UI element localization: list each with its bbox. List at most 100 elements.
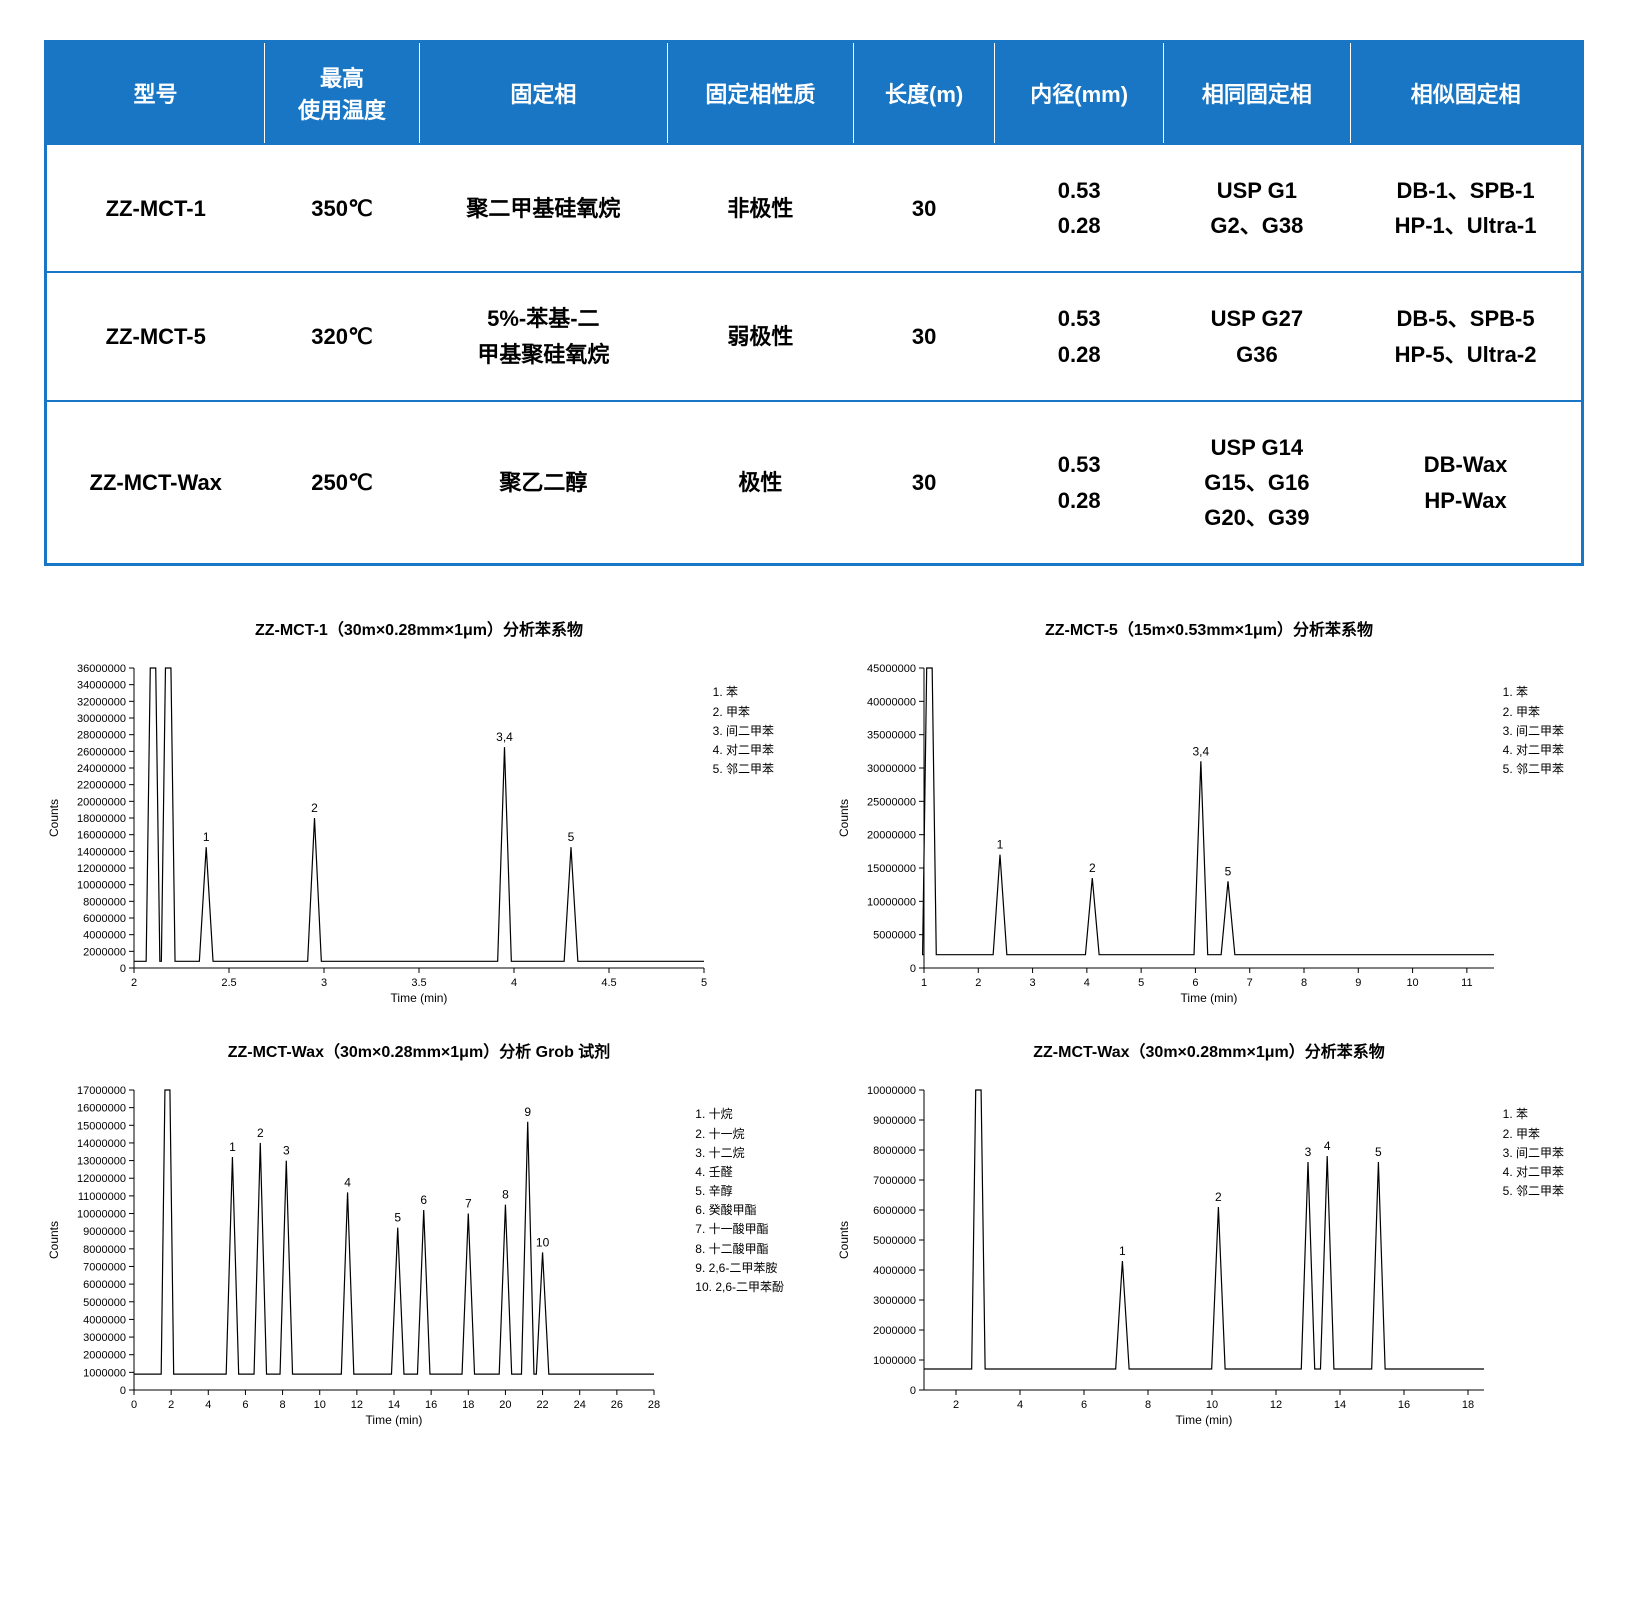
svg-text:5000000: 5000000 — [83, 1297, 126, 1309]
svg-text:8: 8 — [280, 1399, 286, 1411]
cell-length: 30 — [854, 272, 995, 400]
svg-text:24000000: 24000000 — [77, 763, 126, 775]
svg-text:14: 14 — [1334, 1399, 1346, 1411]
svg-text:16: 16 — [1398, 1399, 1410, 1411]
svg-text:17000000: 17000000 — [77, 1085, 126, 1097]
svg-text:10: 10 — [1206, 1399, 1218, 1411]
col-header-3: 固定相性质 — [667, 42, 853, 145]
svg-text:0: 0 — [131, 1399, 137, 1411]
chart-0: ZZ-MCT-1（30m×0.28mm×1μm）分析苯系物02000000400… — [44, 616, 794, 1008]
cell-length: 30 — [854, 401, 995, 565]
svg-text:3000000: 3000000 — [873, 1295, 916, 1307]
peak-label: 2 — [257, 1126, 264, 1140]
svg-text:0: 0 — [910, 963, 916, 975]
peak-label: 3 — [1305, 1145, 1312, 1159]
svg-text:6: 6 — [242, 1399, 248, 1411]
legend: 1. 苯2. 甲苯3. 间二甲苯4. 对二甲苯5. 邻二甲苯 — [713, 683, 774, 779]
svg-text:2: 2 — [131, 977, 137, 989]
cell-model: ZZ-MCT-Wax — [46, 401, 265, 565]
legend-item: 4. 对二甲苯 — [713, 741, 774, 760]
cell-similar: DB-5、SPB-5HP-5、Ultra-2 — [1350, 272, 1582, 400]
svg-text:9: 9 — [1355, 977, 1361, 989]
spec-table: 型号最高使用温度固定相固定相性质长度(m)内径(mm)相同固定相相似固定相 ZZ… — [44, 40, 1584, 566]
svg-text:25000000: 25000000 — [867, 797, 916, 809]
legend-item: 1. 苯 — [1503, 1105, 1564, 1124]
chart-title: ZZ-MCT-Wax（30m×0.28mm×1μm）分析苯系物 — [834, 1038, 1584, 1062]
svg-text:34000000: 34000000 — [77, 680, 126, 692]
legend-item: 3. 间二甲苯 — [1503, 1144, 1564, 1163]
cell-similar: DB-WaxHP-Wax — [1350, 401, 1582, 565]
svg-text:16000000: 16000000 — [77, 1103, 126, 1115]
svg-text:7: 7 — [1247, 977, 1253, 989]
svg-text:2: 2 — [975, 977, 981, 989]
chart-3: ZZ-MCT-Wax（30m×0.28mm×1μm）分析苯系物010000002… — [834, 1038, 1584, 1430]
cell-polarity: 极性 — [667, 401, 853, 565]
svg-text:35000000: 35000000 — [867, 730, 916, 742]
legend-item: 9. 2,6-二甲苯胺 — [695, 1259, 784, 1278]
svg-text:4: 4 — [511, 977, 517, 989]
svg-text:1: 1 — [921, 977, 927, 989]
svg-text:15000000: 15000000 — [867, 863, 916, 875]
legend-item: 2. 甲苯 — [713, 703, 774, 722]
col-header-0: 型号 — [46, 42, 265, 145]
svg-text:24: 24 — [574, 1399, 586, 1411]
svg-text:11000000: 11000000 — [78, 1191, 126, 1203]
svg-text:14000000: 14000000 — [77, 1138, 126, 1150]
svg-text:6: 6 — [1192, 977, 1198, 989]
chart-title: ZZ-MCT-Wax（30m×0.28mm×1μm）分析 Grob 试剂 — [44, 1038, 794, 1062]
svg-text:20: 20 — [499, 1399, 511, 1411]
svg-text:2.5: 2.5 — [221, 977, 236, 989]
svg-text:Time (min): Time (min) — [391, 991, 448, 1005]
table-row: ZZ-MCT-1350℃聚二甲基硅氧烷非极性300.530.28USP G1G2… — [46, 144, 1583, 272]
legend-item: 7. 十一酸甲酯 — [695, 1220, 784, 1239]
col-header-7: 相似固定相 — [1350, 42, 1582, 145]
legend-item: 5. 邻二甲苯 — [713, 760, 774, 779]
svg-text:7000000: 7000000 — [83, 1262, 126, 1274]
svg-text:26000000: 26000000 — [77, 747, 126, 759]
legend-item: 2. 甲苯 — [1503, 1125, 1564, 1144]
col-header-5: 内径(mm) — [995, 42, 1164, 145]
legend-item: 5. 邻二甲苯 — [1503, 760, 1564, 779]
cell-same: USP G1G2、G38 — [1164, 144, 1350, 272]
chromatogram: 0200000040000006000000800000010000000120… — [44, 648, 784, 1008]
svg-text:4000000: 4000000 — [83, 1315, 126, 1327]
svg-text:10000000: 10000000 — [867, 1085, 916, 1097]
peak-label: 4 — [344, 1176, 351, 1190]
legend-item: 2. 甲苯 — [1503, 703, 1564, 722]
legend-item: 3. 十二烷 — [695, 1144, 784, 1163]
svg-text:14000000: 14000000 — [77, 847, 126, 859]
svg-text:12: 12 — [1270, 1399, 1282, 1411]
svg-text:4000000: 4000000 — [873, 1265, 916, 1277]
legend-item: 3. 间二甲苯 — [713, 722, 774, 741]
cell-polarity: 非极性 — [667, 144, 853, 272]
svg-text:40000000: 40000000 — [867, 697, 916, 709]
cell-model: ZZ-MCT-1 — [46, 144, 265, 272]
peak-label: 3 — [283, 1144, 290, 1158]
peak-label: 7 — [465, 1197, 472, 1211]
cell-length: 30 — [854, 144, 995, 272]
chromatogram: 0100000020000003000000400000050000006000… — [834, 1070, 1574, 1430]
cell-phase: 聚二甲基硅氧烷 — [420, 144, 668, 272]
legend-item: 4. 壬醛 — [695, 1163, 784, 1182]
svg-text:5: 5 — [701, 977, 707, 989]
peak-label: 10 — [536, 1236, 550, 1250]
charts-grid: ZZ-MCT-1（30m×0.28mm×1μm）分析苯系物02000000400… — [44, 616, 1584, 1430]
svg-text:9000000: 9000000 — [83, 1226, 126, 1238]
peak-label: 1 — [997, 838, 1004, 852]
chromatogram: 0100000020000003000000400000050000006000… — [44, 1070, 784, 1430]
legend-item: 5. 邻二甲苯 — [1503, 1182, 1564, 1201]
peak-label: 1 — [203, 830, 210, 844]
peak-label: 2 — [1089, 861, 1096, 875]
svg-text:13000000: 13000000 — [77, 1156, 126, 1168]
svg-text:4: 4 — [1017, 1399, 1023, 1411]
chart-2: ZZ-MCT-Wax（30m×0.28mm×1μm）分析 Grob 试剂0100… — [44, 1038, 794, 1430]
legend-item: 8. 十二酸甲酯 — [695, 1240, 784, 1259]
svg-text:4000000: 4000000 — [83, 930, 126, 942]
peak-label: 3,4 — [1193, 745, 1210, 759]
peak-label: 4 — [1324, 1139, 1331, 1153]
svg-text:18: 18 — [462, 1399, 474, 1411]
svg-text:4: 4 — [1084, 977, 1090, 989]
cell-id: 0.530.28 — [995, 144, 1164, 272]
svg-text:12: 12 — [351, 1399, 363, 1411]
svg-text:30000000: 30000000 — [867, 763, 916, 775]
